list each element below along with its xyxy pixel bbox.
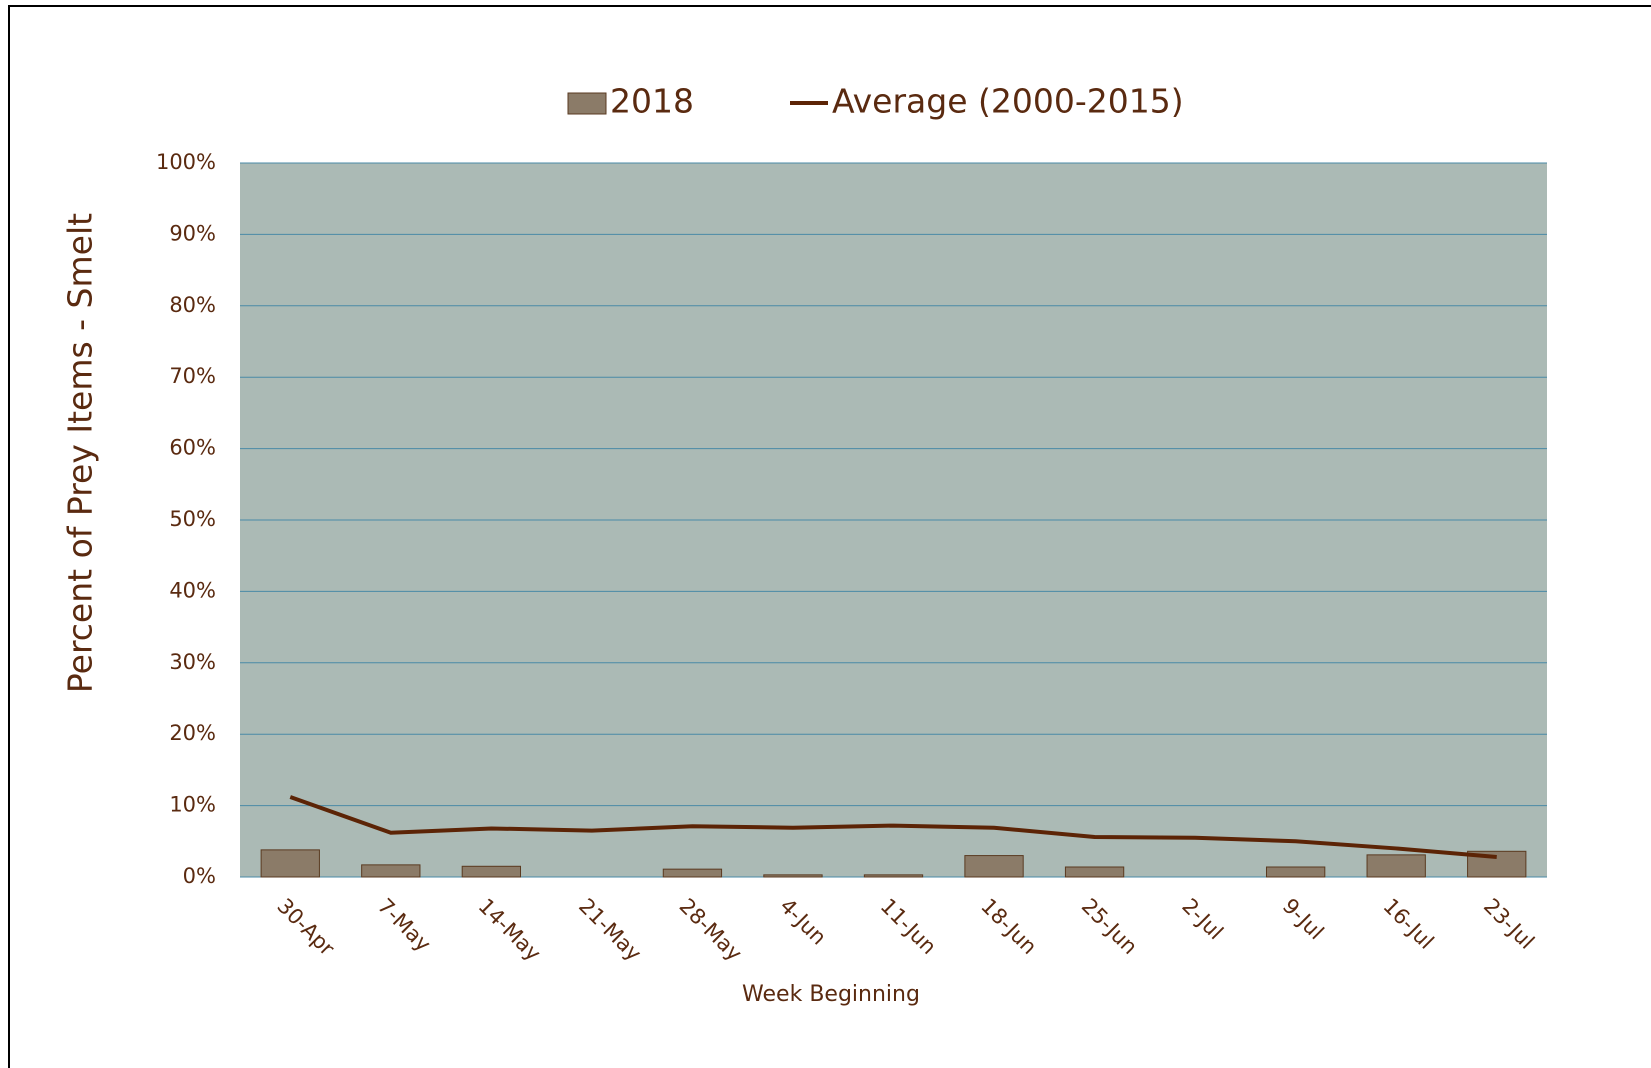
y-tick-label: 40% — [169, 578, 216, 602]
bar — [1265, 866, 1326, 878]
y-tick-label: 50% — [169, 507, 216, 531]
y-tick-label: 60% — [169, 436, 216, 460]
legend-label: Average (2000-2015) — [832, 82, 1184, 121]
bar — [1366, 854, 1426, 878]
bar — [863, 874, 924, 878]
y-tick-label: 90% — [169, 221, 216, 245]
bar — [763, 874, 823, 878]
y-tick-label: 20% — [169, 721, 216, 745]
bar — [461, 865, 522, 878]
x-axis-title: Week Beginning — [742, 982, 920, 1007]
y-tick-label: 100% — [156, 150, 216, 174]
bar — [964, 855, 1024, 878]
legend-label: 2018 — [610, 82, 694, 121]
y-tick-label: 0% — [183, 864, 216, 888]
bar — [662, 868, 723, 878]
bar — [361, 864, 421, 878]
y-tick-label: 80% — [169, 293, 216, 317]
bar — [1064, 866, 1125, 878]
y-tick-label: 10% — [169, 793, 216, 817]
line — [289, 795, 1497, 860]
bar — [260, 849, 320, 878]
y-tick-label: 30% — [169, 650, 216, 674]
y-tick-label: 70% — [169, 364, 216, 388]
legend-swatch — [567, 92, 607, 115]
y-axis-title: Percent of Prey Items - Smelt — [61, 213, 100, 693]
